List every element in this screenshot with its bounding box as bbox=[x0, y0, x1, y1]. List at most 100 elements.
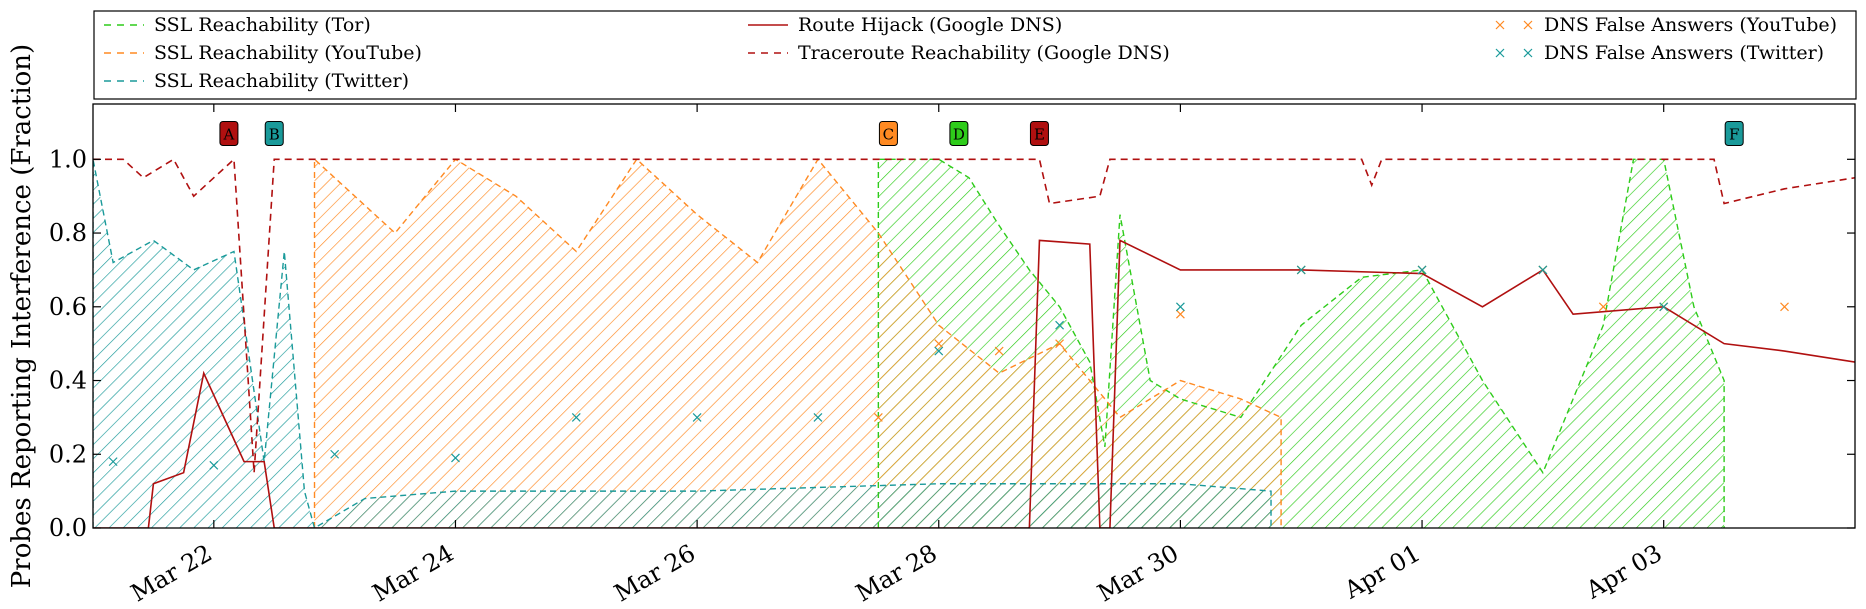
x-marker-stroke bbox=[1055, 320, 1065, 330]
x-tick-label: Mar 30 bbox=[1093, 539, 1184, 608]
y-axis: 0.0 0.2 0.4 0.6 0.8 1.0 bbox=[49, 145, 1855, 542]
x-tick-label: Mar 24 bbox=[368, 539, 459, 608]
x-marker-stroke bbox=[994, 346, 1004, 356]
series-fill-1 bbox=[314, 159, 1282, 528]
series-line-0 bbox=[877, 158, 1725, 528]
x-marker-stroke bbox=[1659, 302, 1669, 312]
event-label: A bbox=[223, 125, 235, 143]
series-line-3 bbox=[93, 239, 1855, 528]
legend-label: Traceroute Reachability (Google DNS) bbox=[798, 42, 1170, 64]
data-point-6 bbox=[1659, 302, 1669, 312]
legend: SSL Reachability (Tor) SSL Reachability (… bbox=[93, 10, 1857, 100]
legend-item: SSL Reachability (Tor) bbox=[104, 14, 371, 36]
y-tick-label: 0.2 bbox=[49, 440, 87, 468]
data-point-6 bbox=[1538, 265, 1548, 275]
legend-item: SSL Reachability (YouTube) bbox=[104, 42, 422, 64]
x-tick-label: Mar 22 bbox=[126, 539, 217, 608]
data-point-6 bbox=[1296, 265, 1306, 275]
x-tick-label: Apr 01 bbox=[1339, 539, 1425, 605]
y-tick-label: 1.0 bbox=[49, 145, 87, 173]
legend-swatch bbox=[1523, 48, 1533, 58]
data-point-6 bbox=[934, 346, 944, 356]
event-box bbox=[1724, 120, 1744, 146]
legend-label: SSL Reachability (Tor) bbox=[154, 14, 371, 36]
legend-label: SSL Reachability (YouTube) bbox=[154, 42, 422, 64]
event-label: D bbox=[953, 125, 965, 143]
x-marker-stroke bbox=[571, 412, 581, 422]
legend-label: DNS False Answers (Twitter) bbox=[1544, 42, 1824, 64]
legend-swatch bbox=[1495, 20, 1505, 30]
x-marker-stroke bbox=[1780, 302, 1789, 312]
data-point-5 bbox=[873, 412, 883, 422]
x-marker-stroke bbox=[1417, 265, 1427, 275]
data-point-5 bbox=[1780, 302, 1789, 312]
data-point-6 bbox=[692, 412, 702, 422]
event-label: B bbox=[269, 125, 280, 143]
legend-item: DNS False Answers (YouTube) bbox=[1495, 14, 1837, 36]
x-marker-stroke bbox=[692, 412, 702, 422]
legend-item: Traceroute Reachability (Google DNS) bbox=[748, 42, 1170, 64]
event-box bbox=[219, 120, 239, 146]
x-marker-stroke bbox=[813, 412, 823, 422]
data-point-6 bbox=[1175, 302, 1185, 312]
y-tick-label: 0.6 bbox=[49, 293, 87, 321]
data-point-6 bbox=[451, 453, 460, 463]
legend-swatch bbox=[1523, 20, 1533, 30]
x-tick-label: Mar 26 bbox=[609, 539, 700, 608]
legend-item: SSL Reachability (Twitter) bbox=[104, 70, 409, 92]
legend-item: Route Hijack (Google DNS) bbox=[748, 14, 1062, 36]
x-marker-stroke bbox=[108, 457, 118, 467]
legend-item: DNS False Answers (Twitter) bbox=[1495, 42, 1824, 64]
legend-label: Route Hijack (Google DNS) bbox=[798, 14, 1062, 36]
data-point-5 bbox=[1175, 309, 1185, 319]
y-tick-label: 0.8 bbox=[49, 219, 87, 247]
legend-box bbox=[93, 10, 1857, 100]
y-tick-label: 0.0 bbox=[49, 514, 87, 542]
data-point-6 bbox=[1417, 265, 1427, 275]
event-label: C bbox=[883, 125, 894, 143]
event-marker-C: C bbox=[878, 120, 898, 146]
data-point-6 bbox=[330, 449, 340, 459]
x-marker-stroke bbox=[934, 339, 944, 349]
y-tick-label: 0.4 bbox=[49, 367, 87, 395]
event-box bbox=[949, 120, 969, 146]
event-marker-E: E bbox=[1029, 120, 1049, 146]
data-point-6 bbox=[108, 457, 118, 467]
legend-swatch bbox=[1495, 48, 1505, 58]
legend-label: DNS False Answers (YouTube) bbox=[1544, 14, 1837, 36]
data-point-5 bbox=[1055, 339, 1065, 349]
series-line-2 bbox=[93, 159, 1272, 528]
data-point-6 bbox=[813, 412, 823, 422]
event-marker-B: B bbox=[264, 120, 284, 146]
x-marker-stroke bbox=[1055, 339, 1065, 349]
series-line-4 bbox=[93, 157, 1855, 473]
x-marker-stroke bbox=[873, 412, 883, 422]
event-marker-D: D bbox=[949, 120, 969, 146]
x-marker-stroke bbox=[330, 449, 340, 459]
data-point-6 bbox=[571, 412, 581, 422]
event-label: F bbox=[1729, 125, 1739, 143]
event-annotations: A B C D E F bbox=[219, 120, 1744, 146]
data-point-5 bbox=[994, 346, 1004, 356]
x-marker-stroke bbox=[1598, 302, 1608, 312]
data-point-5 bbox=[934, 339, 944, 349]
data-point-5 bbox=[1598, 302, 1608, 312]
x-marker-stroke bbox=[934, 346, 944, 356]
x-tick-label: Apr 03 bbox=[1581, 539, 1667, 605]
event-box bbox=[878, 120, 898, 146]
data-point-6 bbox=[1055, 320, 1065, 330]
x-marker-stroke bbox=[1175, 302, 1185, 312]
plot-frame bbox=[92, 103, 1856, 529]
data-point-6 bbox=[209, 460, 219, 470]
event-marker-F: F bbox=[1724, 120, 1744, 146]
x-marker-stroke bbox=[451, 453, 460, 463]
series-fill-2 bbox=[93, 159, 1272, 528]
x-marker-stroke bbox=[209, 460, 219, 470]
legend-label: SSL Reachability (Twitter) bbox=[154, 70, 409, 92]
plot-area bbox=[92, 103, 1856, 529]
x-tick-label: Mar 28 bbox=[851, 539, 942, 608]
event-box bbox=[264, 120, 284, 146]
event-label: E bbox=[1034, 125, 1045, 143]
x-marker-stroke bbox=[1538, 265, 1548, 275]
